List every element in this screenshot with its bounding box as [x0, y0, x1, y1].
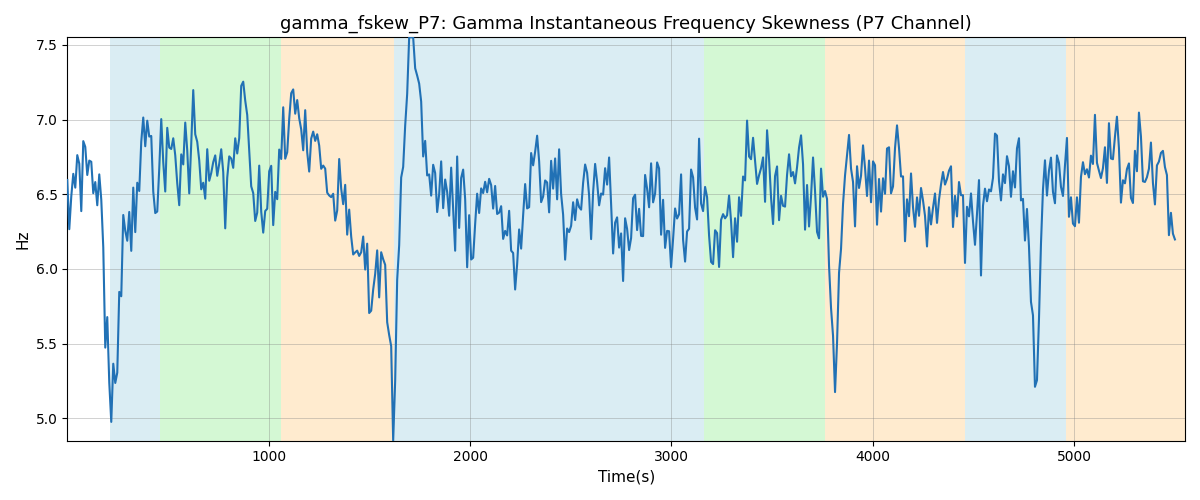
Y-axis label: Hz: Hz [16, 230, 30, 249]
Bar [109, 38, 160, 440]
X-axis label: Time(s): Time(s) [598, 470, 655, 485]
Bar [824, 38, 966, 440]
Bar [160, 38, 281, 440]
Title: gamma_fskew_P7: Gamma Instantaneous Frequency Skewness (P7 Channel): gamma_fskew_P7: Gamma Instantaneous Freq… [281, 15, 972, 34]
Bar [394, 38, 684, 440]
Bar [703, 38, 824, 440]
Bar [1066, 38, 1186, 440]
Bar [966, 38, 1066, 440]
Bar [281, 38, 394, 440]
Bar [684, 38, 703, 440]
